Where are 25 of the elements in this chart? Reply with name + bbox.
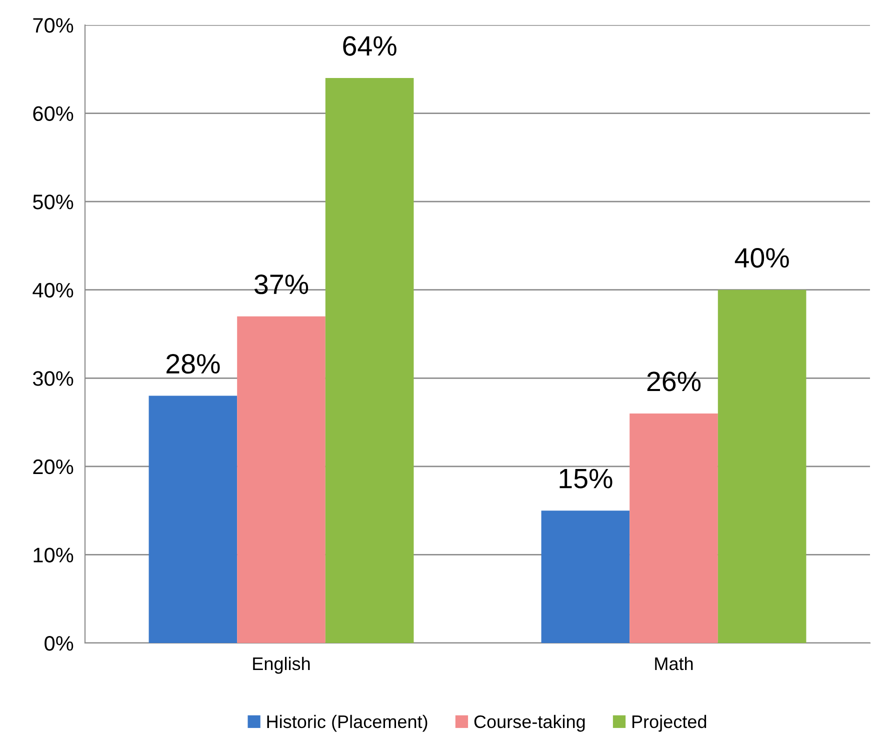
y-tick-label: 10% [34,548,74,562]
bar [718,290,806,643]
data-label: 37% [254,274,308,294]
bar [541,510,630,643]
data-label: 28% [166,354,220,374]
bar [630,413,718,643]
legend-label: Projected [632,714,706,732]
y-tick-label: 20% [33,459,74,474]
y-tick-label: 50% [33,194,74,210]
bar [237,316,326,643]
y-tick-label: 60% [33,106,74,122]
bar [148,396,238,643]
data-label: 15% [560,468,612,488]
y-tick-label: 30% [32,371,74,386]
y-tick-label: 0% [44,636,74,651]
x-tick-label: English [253,656,310,674]
data-label: 64% [343,36,396,56]
y-tick-label: 40% [32,282,74,298]
data-label: 26% [647,372,701,392]
data-label: 40% [734,248,789,268]
legend-label: Course-taking [474,714,585,732]
y-tick-label: 70% [33,18,74,33]
bar [325,78,414,643]
x-tick-label: Math [655,656,693,670]
legend-label: Historic (Placement) [267,714,428,732]
